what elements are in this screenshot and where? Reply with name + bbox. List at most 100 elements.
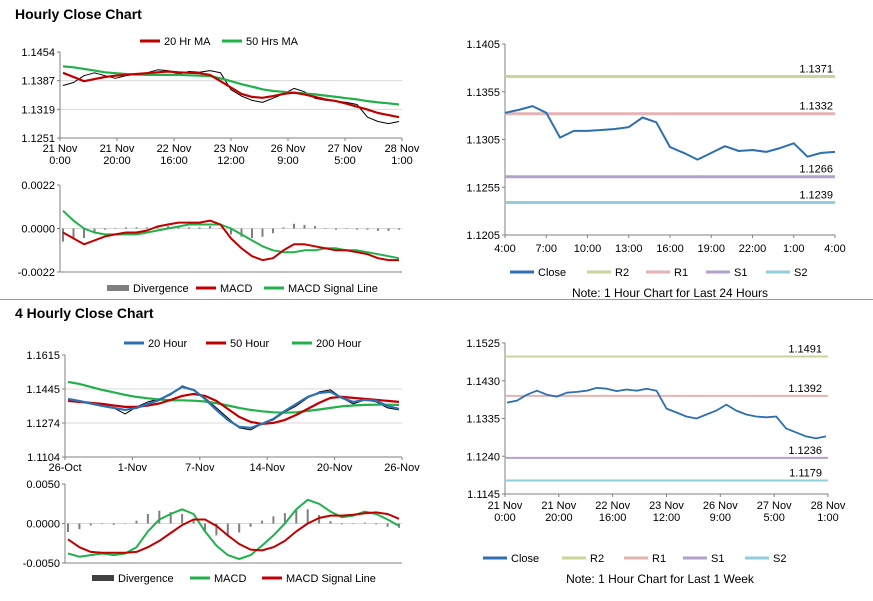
- h-levels-ytick-label: 1.1255: [466, 182, 500, 194]
- h-macd-divergence-bar: [62, 228, 64, 242]
- h-macd-divergence-bar: [114, 228, 117, 229]
- h-macd-divergence-bar: [324, 228, 327, 229]
- h-macd-divergence-bar: [335, 228, 337, 230]
- f-macd-ytick-label: -0.0050: [23, 558, 60, 570]
- f-macd-divergence-bar: [78, 523, 81, 530]
- h-macd-ytick-label: 0.0022: [21, 180, 55, 192]
- h-price-legend-ma50-label: 50 Hrs MA: [246, 36, 299, 48]
- f-price-ytick-label: 1.1274: [26, 418, 60, 430]
- h-levels-legend-r2-label: R2: [615, 267, 629, 279]
- f-macd-divergence-bar: [329, 521, 332, 524]
- f-levels-xtick-label: 21 Nov 20:00: [541, 500, 576, 524]
- h-macd-legend-divergence-swatch: [107, 285, 129, 291]
- f-price-ytick-label: 1.1615: [26, 350, 60, 362]
- f-price-xtick-label: 20-Nov: [317, 462, 353, 474]
- f-macd-legend-divergence-label: Divergence: [118, 573, 174, 585]
- section-divider: [0, 299, 873, 300]
- f-macd-divergence-bar: [67, 523, 69, 532]
- f-levels-ytick-label: 1.1335: [466, 414, 500, 426]
- f-macd-divergence-bar: [124, 523, 127, 524]
- h-levels-r1-label: 1.1332: [799, 101, 833, 113]
- h-macd-line: [62, 219, 399, 262]
- h-macd-divergence-bar: [282, 227, 285, 229]
- f-price-legend-200h-label: 200 Hour: [316, 338, 362, 350]
- f-price-xtick-label: 7-Nov: [185, 462, 215, 474]
- h-price-ytick-label: 1.1319: [21, 104, 55, 116]
- h-macd-legend-macd-label: MACD: [220, 283, 252, 295]
- f-levels-legend-r1-label: R1: [652, 553, 666, 565]
- h-price-ytick-label: 1.1387: [21, 76, 55, 88]
- f-macd-divergence-bar: [386, 523, 389, 527]
- f-levels-legend-s2-label: S2: [773, 553, 786, 565]
- f-macd-divergence-bar: [295, 510, 298, 524]
- f-levels-xtick-label: 21 Nov 0:00: [488, 500, 523, 524]
- f-price-200h-line: [67, 380, 400, 414]
- h-price-series-line: [62, 69, 400, 125]
- h-macd-divergence-bar: [356, 228, 358, 230]
- f-levels-legend-close-label: Close: [511, 553, 539, 565]
- f-macd-divergence-bar: [306, 509, 309, 524]
- f-macd-legend-signal-label: MACD Signal Line: [286, 573, 376, 585]
- h-macd-divergence-bar: [93, 228, 96, 234]
- h-macd-ytick-label: 0.0000: [21, 224, 55, 236]
- h-macd-divergence-bar: [209, 226, 211, 229]
- f-macd-divergence-bar: [169, 512, 172, 524]
- f-macd-ytick-label: 0.0050: [26, 479, 60, 491]
- h-price-xtick-label: 28 Nov 1:00: [385, 143, 420, 167]
- h-macd-divergence-bar: [398, 228, 400, 230]
- h-levels-legend-r1-label: R1: [674, 267, 688, 279]
- f-levels-legend-s1-label: S1: [711, 553, 724, 565]
- f-macd-divergence-bar: [226, 523, 229, 536]
- h-price-xtick-label: 22 Nov 16:00: [157, 143, 192, 167]
- f-macd-divergence-bar: [192, 520, 195, 524]
- four-hourly-levels-note: Note: 1 Hour Chart for Last 1 Week: [566, 572, 754, 586]
- hourly-section-title: Hourly Close Chart: [15, 6, 142, 22]
- h-price-xtick-label: 27 Nov 5:00: [328, 143, 363, 167]
- h-levels-xtick-label: 1:00: [783, 243, 804, 255]
- h-macd-divergence-bar: [198, 227, 201, 229]
- f-price-ytick-label: 1.1104: [27, 452, 60, 464]
- h-price-xtick-label: 23 Nov 12:00: [214, 143, 249, 167]
- f-macd-legend-macd-label: MACD: [214, 573, 246, 585]
- h-macd-divergence-bar: [167, 226, 169, 229]
- h-levels-ytick-label: 1.1405: [466, 39, 500, 51]
- hourly-levels-note: Note: 1 Hour Chart for Last 24 Hours: [571, 286, 769, 300]
- h-levels-close-line: [504, 105, 836, 161]
- f-levels-s1-label: 1.1236: [788, 445, 822, 457]
- h-macd-divergence-bar: [261, 228, 264, 237]
- h-macd-divergence-bar: [135, 227, 138, 229]
- f-levels-r1-label: 1.1392: [788, 383, 822, 395]
- f-macd-divergence-bar: [135, 520, 138, 524]
- f-macd-divergence-bar: [283, 513, 286, 524]
- f-levels-xtick-label: 28 Nov 1:00: [811, 500, 846, 524]
- h-levels-ytick-label: 1.1305: [466, 135, 500, 147]
- h-macd-divergence-bar: [314, 226, 316, 229]
- h-levels-xtick-label: 4:00: [824, 243, 845, 255]
- f-levels-r2-label: 1.1491: [788, 344, 822, 356]
- h-macd-divergence-bar: [240, 228, 243, 237]
- f-macd-divergence-bar: [318, 515, 321, 524]
- f-price-20h-line: [67, 385, 400, 429]
- h-levels-xtick-label: 4:00: [494, 243, 515, 255]
- h-macd-legend-signal-label: MACD Signal Line: [288, 283, 378, 295]
- f-macd-divergence-bar: [272, 516, 275, 524]
- f-macd-divergence-bar: [181, 514, 184, 524]
- f-levels-ytick-label: 1.1430: [466, 376, 500, 388]
- f-macd-divergence-bar: [112, 523, 115, 525]
- h-macd-divergence-bar: [83, 228, 85, 238]
- h-levels-xtick-label: 13:00: [615, 243, 643, 255]
- h-macd-divergence-bar: [125, 227, 127, 229]
- f-levels-s2-label: 1.1179: [789, 467, 822, 479]
- f-price-xtick-label: 26-Nov: [384, 462, 420, 474]
- h-price-legend-ma20-label: 20 Hr MA: [164, 36, 211, 48]
- f-price-xtick-label: 14-Nov: [249, 462, 285, 474]
- h-price-ytick-label: 1.1454: [21, 47, 55, 59]
- h-price-ytick-label: 1.1251: [21, 133, 55, 145]
- h-levels-xtick-label: 19:00: [697, 243, 725, 255]
- h-macd-divergence-bar: [104, 228, 106, 230]
- h-levels-legend-s1-label: S1: [734, 267, 747, 279]
- h-macd-divergence-bar: [387, 228, 390, 231]
- f-macd-divergence-bar: [238, 523, 241, 533]
- f-macd-divergence-bar: [204, 523, 206, 531]
- f-macd-divergence-bar: [375, 523, 378, 525]
